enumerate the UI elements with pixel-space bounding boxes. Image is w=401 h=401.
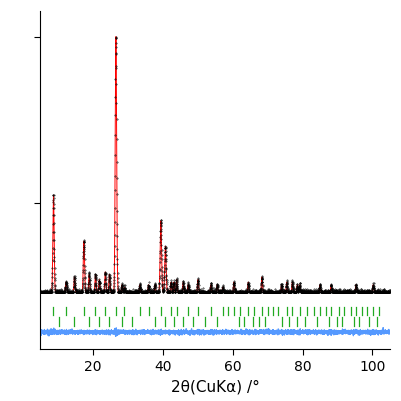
X-axis label: 2θ(CuKα) /°: 2θ(CuKα) /° xyxy=(170,379,259,394)
